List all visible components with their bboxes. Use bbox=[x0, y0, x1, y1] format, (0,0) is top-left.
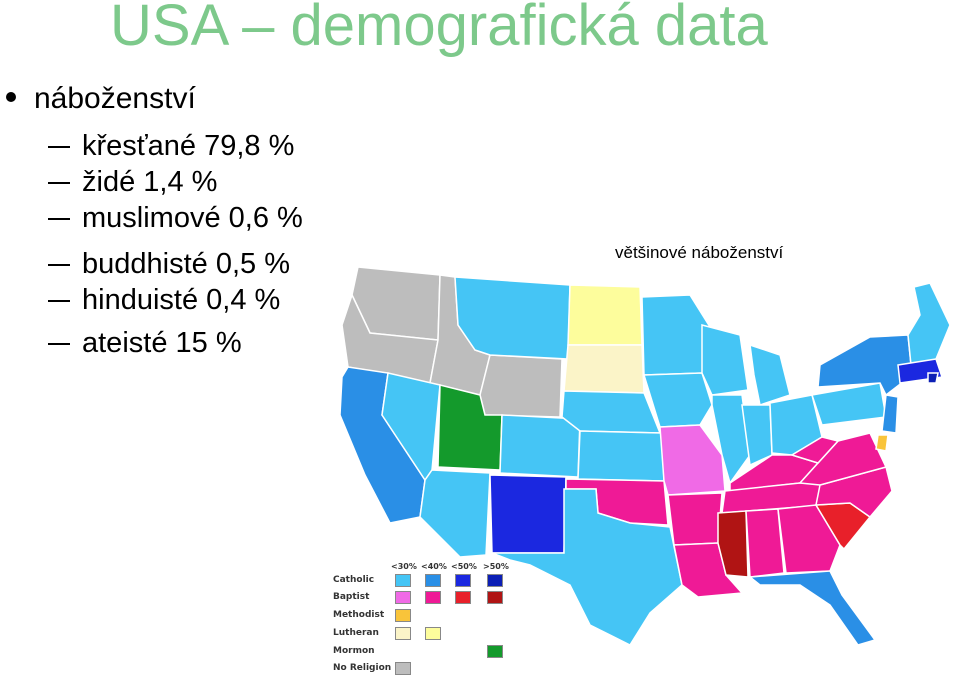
legend-swatch bbox=[487, 574, 503, 587]
state-colorado bbox=[499, 414, 581, 478]
legend-label: Methodist bbox=[333, 610, 385, 620]
state-mississippi bbox=[717, 510, 749, 578]
legend-threshold: <50% bbox=[451, 562, 477, 571]
slide-title: USA – demografická data bbox=[110, 0, 768, 58]
state-new-mexico bbox=[489, 474, 567, 554]
dash-icon bbox=[48, 218, 70, 221]
list-item: hinduisté 0,4 % bbox=[48, 284, 280, 317]
dash-icon bbox=[48, 182, 70, 185]
legend-label: Lutheran bbox=[333, 628, 379, 638]
state-kansas bbox=[577, 430, 665, 482]
state-michigan bbox=[749, 343, 791, 406]
state-florida bbox=[748, 570, 877, 646]
legend-label: No Religion bbox=[333, 663, 392, 673]
main-bullet-label: náboženství bbox=[34, 82, 196, 115]
main-bullet: náboženství bbox=[6, 82, 196, 116]
state-new-york bbox=[817, 334, 913, 397]
state-arizona bbox=[419, 469, 491, 558]
dash-icon bbox=[48, 264, 70, 267]
legend-swatch bbox=[487, 591, 503, 604]
legend-swatch bbox=[487, 645, 503, 658]
dash-icon bbox=[48, 300, 70, 303]
legend-threshold: <40% bbox=[421, 562, 447, 571]
legend-threshold: >50% bbox=[483, 562, 509, 571]
dash-icon bbox=[48, 343, 70, 346]
legend-swatch bbox=[425, 627, 441, 640]
legend-swatch bbox=[395, 574, 411, 587]
state-west-virginia bbox=[790, 436, 840, 464]
legend-swatch bbox=[455, 574, 471, 587]
us-religion-map bbox=[339, 266, 951, 646]
state-delaware bbox=[875, 434, 889, 452]
legend-label: Catholic bbox=[333, 575, 375, 585]
list-item: buddhisté 0,5 % bbox=[48, 248, 290, 281]
legend-swatch bbox=[425, 591, 441, 604]
list-item: ateisté 15 % bbox=[48, 327, 242, 360]
state-pennsylvania bbox=[811, 382, 887, 426]
state-missouri bbox=[659, 424, 726, 496]
legend-swatch bbox=[455, 591, 471, 604]
state-new-jersey bbox=[881, 394, 899, 434]
state-south-dakota bbox=[563, 344, 645, 394]
list-item: židé 1,4 % bbox=[48, 166, 217, 199]
legend-swatch bbox=[395, 662, 411, 675]
list-item: křesťané 79,8 % bbox=[48, 130, 294, 163]
legend-swatch bbox=[395, 609, 411, 622]
state-texas bbox=[491, 488, 683, 646]
state-nebraska bbox=[561, 390, 662, 434]
state-rhode-island bbox=[927, 372, 939, 384]
list-item: muslimové 0,6 % bbox=[48, 202, 303, 235]
map-legend: <30% <40% <50% >50% Catholic Baptist Met… bbox=[333, 562, 513, 680]
legend-swatch bbox=[395, 591, 411, 604]
legend-threshold: <30% bbox=[391, 562, 417, 571]
state-wisconsin bbox=[701, 324, 749, 396]
state-minnesota bbox=[641, 294, 711, 376]
state-alabama bbox=[745, 508, 785, 578]
legend-swatch bbox=[395, 627, 411, 640]
legend-label: Mormon bbox=[333, 646, 375, 656]
dash-icon bbox=[48, 146, 70, 149]
map-caption: většinové náboženství bbox=[615, 243, 784, 262]
state-north-dakota bbox=[567, 284, 643, 346]
legend-label: Baptist bbox=[333, 592, 370, 602]
state-georgia bbox=[777, 504, 841, 574]
state-arkansas bbox=[667, 492, 723, 546]
state-montana bbox=[454, 276, 571, 360]
legend-swatch bbox=[425, 574, 441, 587]
bullet-dot-icon bbox=[6, 92, 16, 103]
state-iowa bbox=[642, 372, 713, 428]
state-wyoming bbox=[479, 354, 563, 418]
